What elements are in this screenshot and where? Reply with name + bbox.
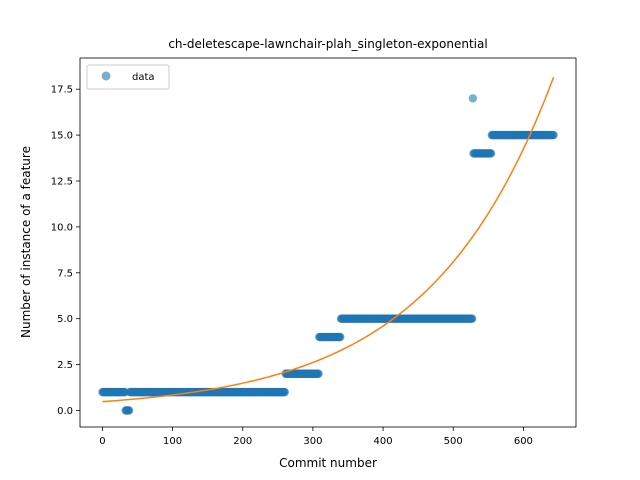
data-point: [467, 314, 477, 323]
y-axis: 0.0 2.5 5.0 7.5 10.0 12.5 15.0 17.5: [51, 85, 80, 417]
data-point: [314, 369, 323, 378]
data-point: [486, 149, 496, 158]
x-tick-label: 600: [514, 436, 533, 447]
x-axis-label: Commit number: [279, 456, 377, 470]
legend-box: [86, 64, 170, 90]
data-point: [468, 94, 478, 103]
y-tick-label: 17.5: [51, 85, 73, 96]
chart-title: ch-deletescape-lawnchair-plah_singleton-…: [168, 37, 487, 51]
data-point: [124, 406, 134, 415]
legend: data: [86, 64, 170, 90]
x-tick-label: 500: [444, 436, 463, 447]
fit-line-group: [102, 76, 555, 403]
x-tick-label: 100: [163, 436, 182, 447]
y-tick-label: 0.0: [57, 406, 73, 417]
y-axis-label: Number of instance of a feature: [19, 146, 33, 338]
x-tick-label: 200: [233, 436, 252, 447]
y-tick-label: 2.5: [57, 360, 73, 371]
y-tick-label: 10.0: [51, 222, 73, 233]
y-tick-label: 12.5: [51, 177, 73, 188]
data-point: [280, 387, 290, 397]
x-tick-label: 0: [99, 436, 105, 447]
fit-line: [102, 76, 555, 403]
data-point: [336, 332, 345, 342]
y-tick-label: 5.0: [57, 314, 73, 325]
plot-frame: [79, 57, 577, 428]
legend-label-data: data: [132, 72, 155, 83]
y-tick-label: 15.0: [51, 131, 73, 142]
plot-background: [80, 58, 576, 427]
y-tick-label: 7.5: [57, 268, 73, 279]
x-axis: 0 100 200 300 400 500 600: [99, 427, 533, 447]
data-point: [549, 130, 558, 140]
x-tick-label: 400: [374, 436, 393, 447]
legend-marker-data: [101, 71, 111, 81]
x-tick-label: 300: [303, 436, 322, 447]
